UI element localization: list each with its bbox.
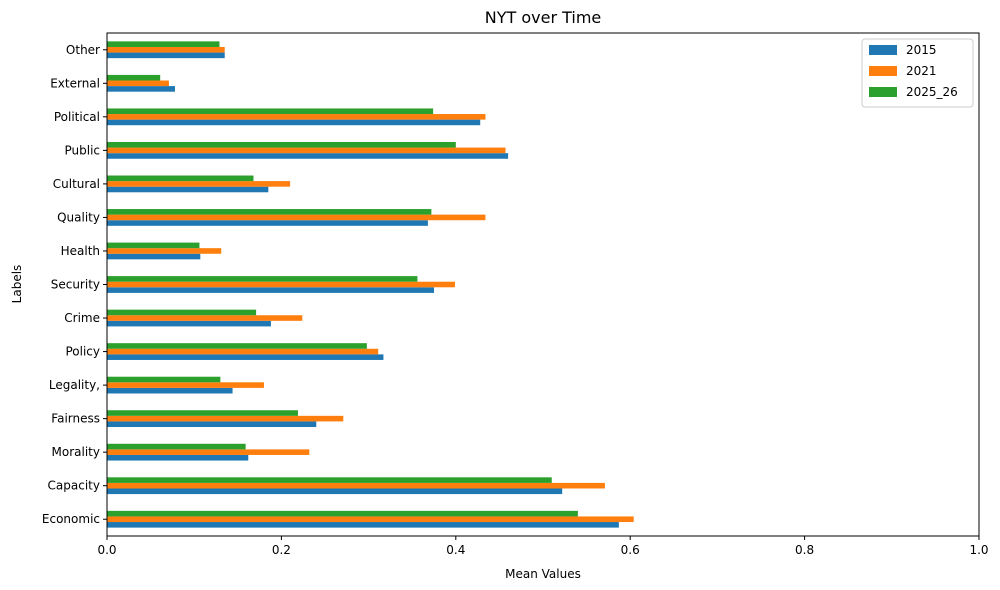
bar-2025_26-other — [107, 41, 220, 47]
bar-2015-crime — [107, 320, 271, 327]
y-tick-label: Political — [54, 110, 100, 124]
y-axis-ticks: Economic Capacity Morality Fairness Legality… — [42, 43, 107, 526]
bar-2015-other — [107, 52, 225, 59]
x-tick-label: 0.8 — [795, 543, 814, 557]
x-tick-label: 0.0 — [97, 543, 116, 557]
legend: 2015 2021 2025_26 — [861, 38, 974, 108]
y-tick-label: Public — [64, 143, 100, 157]
bar-2021-capacity — [107, 482, 605, 489]
bar-2025_26-security — [107, 276, 418, 282]
bars — [107, 41, 634, 528]
chart-title: NYT over Time — [485, 8, 602, 27]
bar-2021-security — [107, 281, 455, 288]
bar-2021-political — [107, 114, 486, 120]
bar-2021-other — [107, 46, 225, 53]
y-tick-label: Security — [51, 278, 100, 292]
legend-label-2021: 2021 — [906, 64, 937, 78]
bar-2025_26-legality — [107, 376, 221, 383]
bar-2025_26-cultural — [107, 175, 254, 182]
x-tick-label: 0.6 — [621, 543, 640, 557]
x-tick-label: 1.0 — [969, 543, 988, 557]
bar-2015-health — [107, 253, 201, 260]
bar-2025_26-fairness — [107, 410, 298, 416]
bar-2021-public — [107, 147, 506, 154]
bar-2025_26-capacity — [107, 477, 552, 483]
bar-2015-policy — [107, 354, 384, 360]
bar-2025_26-external — [107, 74, 161, 81]
bar-2025_26-quality — [107, 209, 432, 215]
bar-2025_26-economic — [107, 510, 578, 517]
x-tick-label: 0.4 — [446, 543, 465, 557]
bar-2015-external — [107, 86, 176, 92]
y-axis-label: Labels — [10, 265, 24, 304]
bar-2025_26-policy — [107, 343, 367, 349]
y-tick-label: Legality, — [49, 378, 100, 392]
bar-2015-security — [107, 287, 434, 293]
y-tick-label: Fairness — [51, 412, 100, 426]
bar-2015-fairness — [107, 421, 317, 428]
bar-2021-quality — [107, 214, 486, 221]
bar-2021-health — [107, 248, 222, 254]
y-tick-label: Economic — [42, 512, 100, 526]
bar-2015-capacity — [107, 488, 563, 495]
legend-swatch-2021 — [869, 66, 897, 76]
y-tick-label: Other — [66, 43, 100, 57]
y-tick-label: Policy — [65, 345, 100, 359]
legend-swatch-2015 — [869, 45, 897, 55]
bar-2021-legality — [107, 382, 264, 388]
legend-label-2025_26: 2025_26 — [906, 85, 958, 99]
y-tick-label: Morality — [52, 445, 100, 459]
bar-2015-public — [107, 153, 509, 159]
x-axis-ticks: 0.0 0.2 0.4 0.6 0.8 1.0 — [97, 536, 989, 557]
legend-swatch-2025_26 — [869, 87, 897, 97]
y-tick-label: Health — [61, 244, 100, 258]
x-tick-label: 0.2 — [272, 543, 291, 557]
bar-2015-political — [107, 119, 481, 126]
bar-2015-legality — [107, 387, 233, 394]
bar-2021-crime — [107, 315, 303, 321]
bar-2015-economic — [107, 522, 619, 528]
bar-2021-policy — [107, 348, 379, 355]
y-tick-label: External — [50, 76, 100, 90]
bar-2021-cultural — [107, 181, 291, 187]
y-tick-label: Crime — [64, 311, 100, 325]
bar-2025_26-crime — [107, 309, 257, 316]
bar-2021-morality — [107, 449, 310, 455]
bar-2015-cultural — [107, 186, 269, 193]
x-axis-label: Mean Values — [505, 567, 581, 581]
y-tick-label: Capacity — [48, 479, 100, 493]
bar-2015-quality — [107, 220, 428, 226]
bar-2015-morality — [107, 454, 249, 461]
bar-2021-economic — [107, 516, 634, 523]
bar-2025_26-political — [107, 108, 434, 115]
y-tick-label: Quality — [57, 210, 100, 224]
legend-label-2015: 2015 — [906, 43, 937, 57]
bar-2025_26-public — [107, 141, 456, 148]
y-tick-label: Cultural — [53, 177, 100, 191]
bar-2025_26-health — [107, 242, 200, 249]
bar-2021-fairness — [107, 415, 344, 422]
bar-2025_26-morality — [107, 443, 246, 450]
bar-2021-external — [107, 80, 169, 87]
